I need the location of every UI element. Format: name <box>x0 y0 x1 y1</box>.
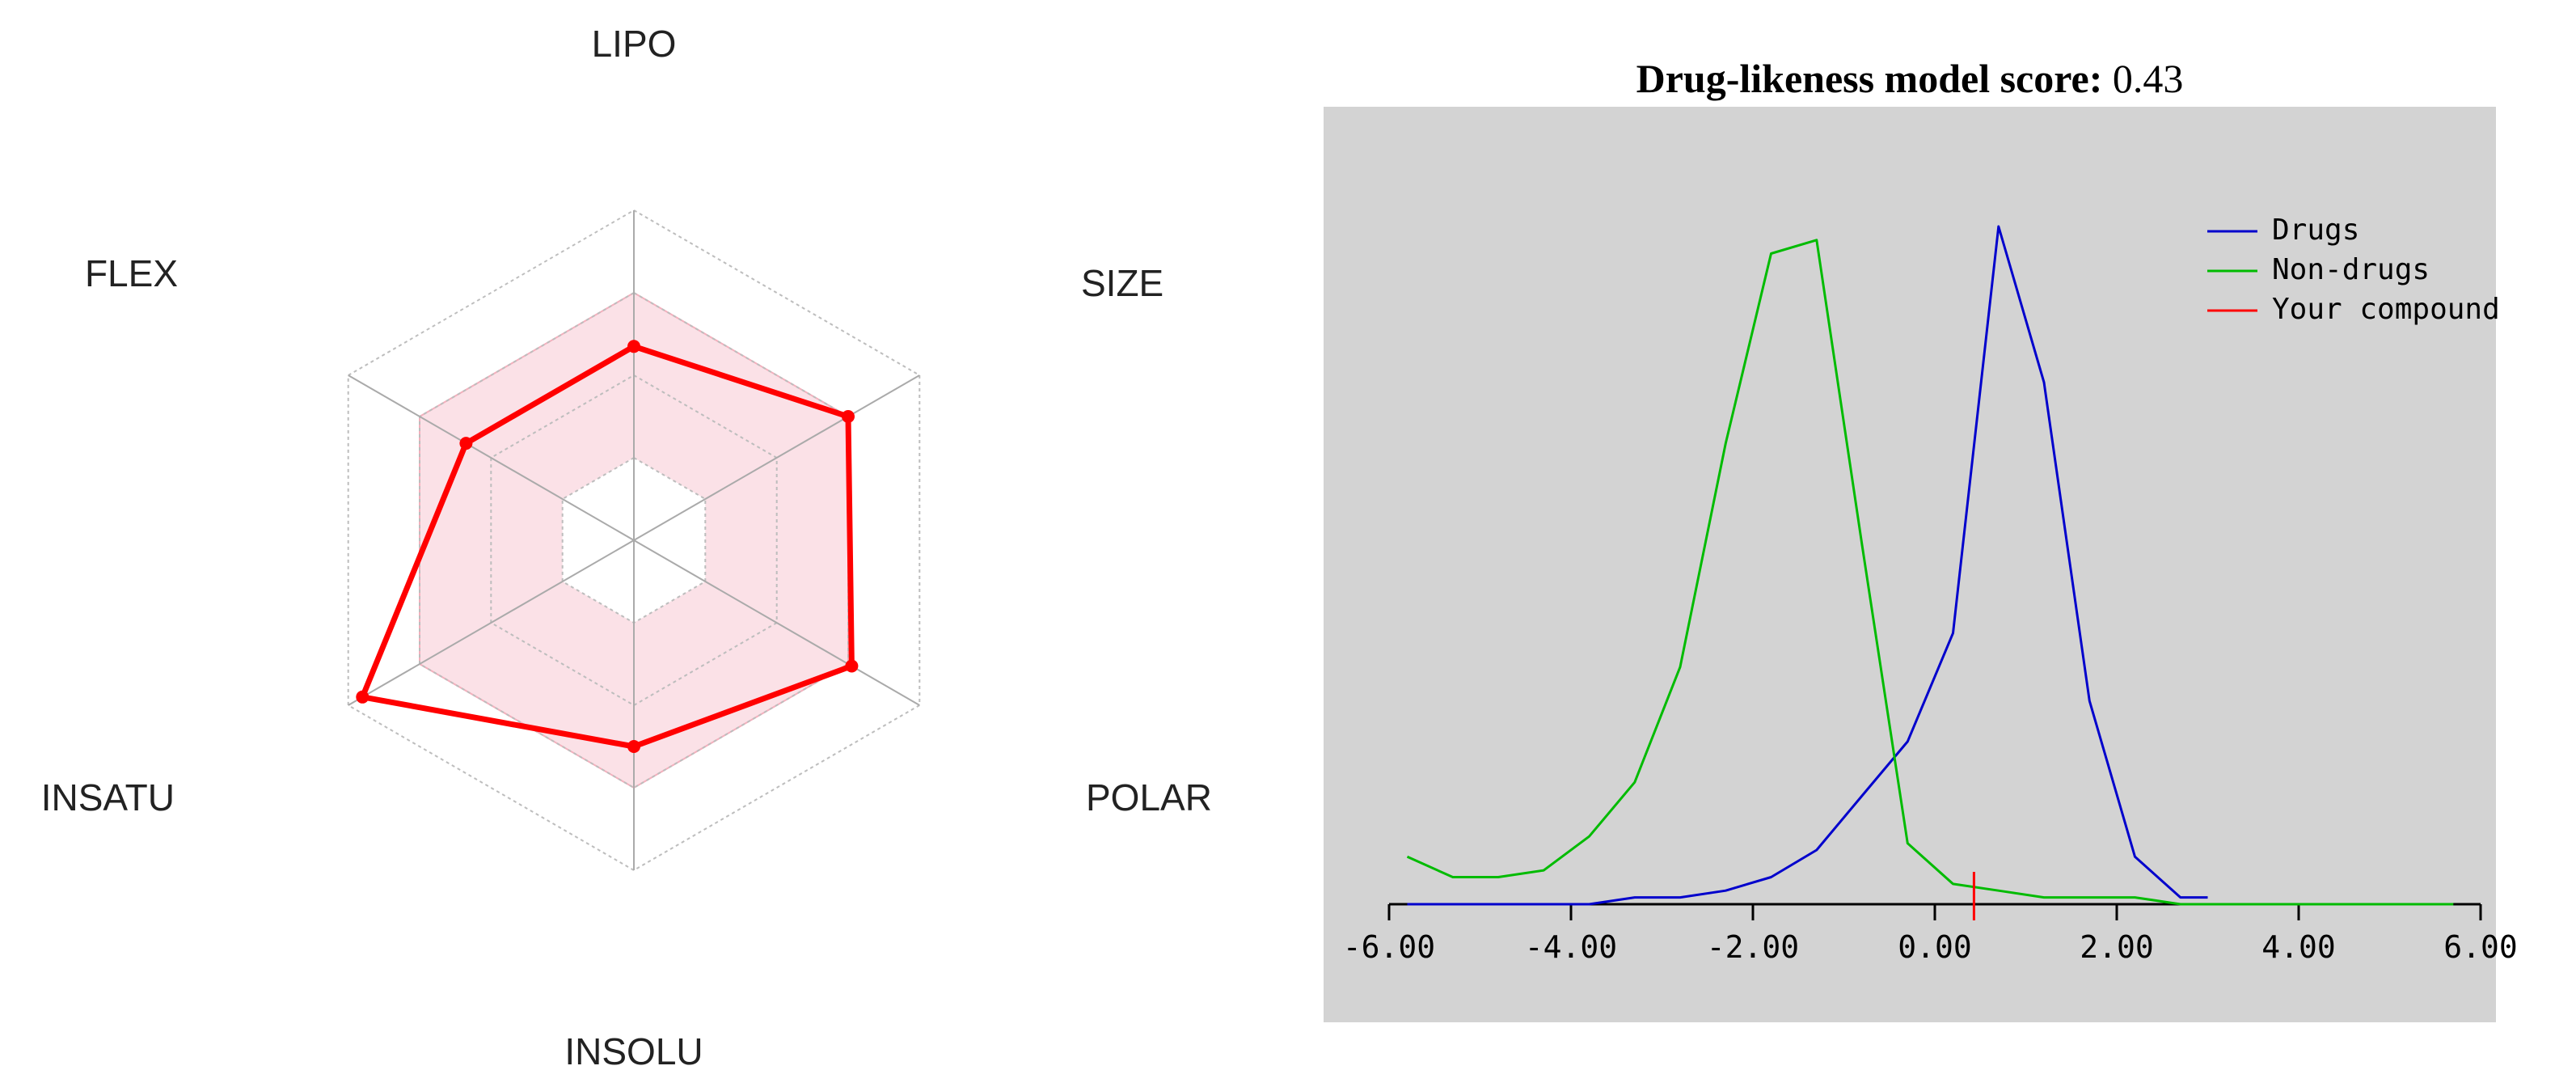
compound-point-flex <box>459 437 473 450</box>
compound-point-lipo <box>627 340 640 353</box>
x-tick-label: 0.00 <box>1898 929 1972 965</box>
radar-axis-label-flex: FLEX <box>85 252 178 294</box>
compound-point-size <box>842 410 855 423</box>
radar-axis-label-lipo: LIPO <box>592 23 677 65</box>
x-tick-label: 4.00 <box>2261 929 2336 965</box>
legend-label: Non-drugs <box>2272 253 2430 286</box>
radar-axis-label-size: SIZE <box>1081 262 1163 304</box>
series-line-non-drugs <box>1406 239 2454 906</box>
x-tick-label: 6.00 <box>2443 929 2518 965</box>
score-title: Drug-likeness model score: 0.43 <box>1324 55 2496 102</box>
x-tick-label: -4.00 <box>1525 929 1617 965</box>
radar-axis-label-polar: POLAR <box>1086 776 1212 818</box>
legend-label: Your compound <box>2272 293 2500 326</box>
compound-point-polar <box>845 659 859 673</box>
score-title-label: Drug-likeness model score: <box>1636 56 2103 101</box>
radar-spoke-size <box>633 374 920 541</box>
radar-spoke-flex <box>348 374 635 541</box>
x-tick-label: -2.00 <box>1707 929 1799 965</box>
radar-axis-label-insatu: INSATU <box>41 776 175 818</box>
x-tick-label: 2.00 <box>2080 929 2154 965</box>
radar-axis-label-insolu: INSOLU <box>564 1030 703 1072</box>
legend-label: Drugs <box>2272 214 2359 247</box>
series-line-drugs <box>1407 225 2208 906</box>
bioavailability-radar-chart: LIPO SIZE POLAR INSOLU INSATU FLEX <box>41 23 1212 1072</box>
x-tick-label: -6.00 <box>1343 929 1435 965</box>
plot-background <box>1324 107 2496 1022</box>
radar-spoke-polar <box>633 539 920 706</box>
compound-point-insolu <box>627 740 640 753</box>
compound-point-insatu <box>356 690 370 704</box>
score-value: 0.43 <box>2112 56 2184 101</box>
radar-spoke-insatu <box>348 539 635 706</box>
